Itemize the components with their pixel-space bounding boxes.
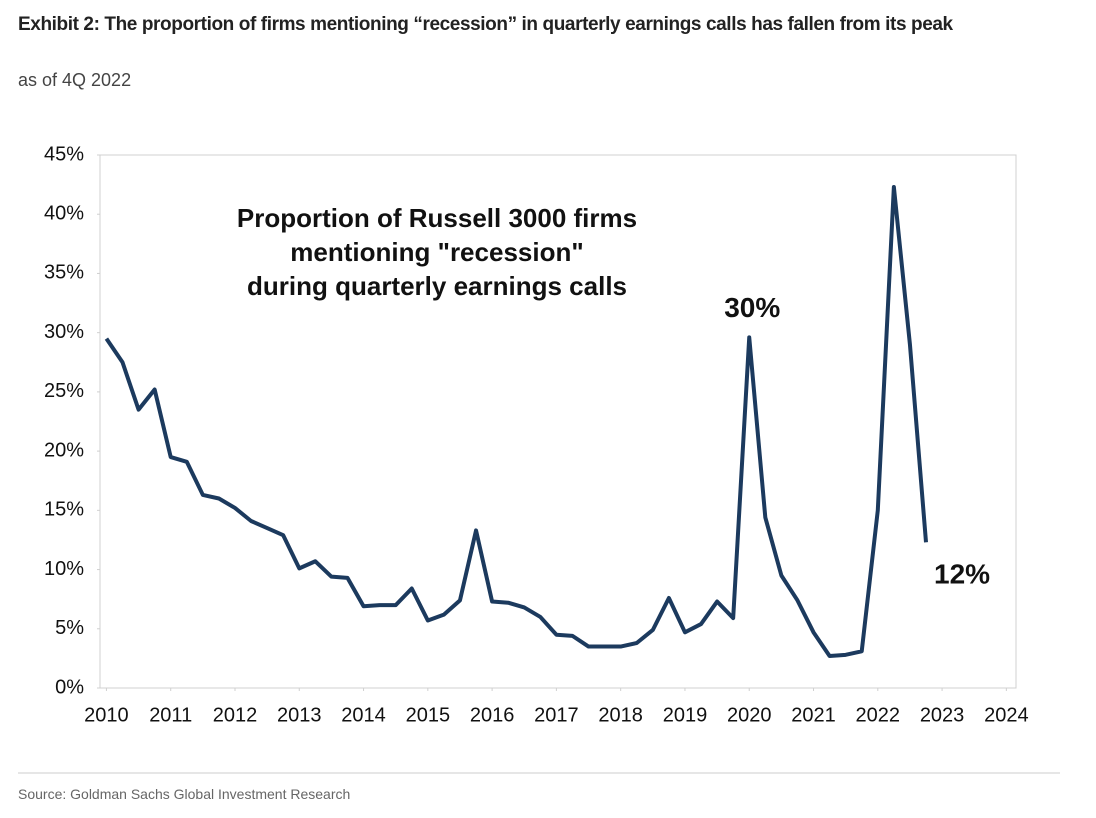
x-tick-label: 2011	[149, 704, 192, 726]
x-tick-label: 2023	[920, 704, 965, 726]
x-tick-label: 2012	[213, 704, 258, 726]
source-note: Source: Goldman Sachs Global Investment …	[18, 786, 351, 802]
x-tick-label: 2017	[534, 704, 579, 726]
y-tick-label: 30%	[44, 321, 84, 343]
chart: 0% 5% 10% 15% 20% 25% 30% 35% 40% 45% 2010 2011 2012…	[18, 143, 1060, 774]
y-tick-label: 35%	[44, 262, 84, 284]
x-tick-label: 2019	[663, 704, 708, 726]
annotation: Proportion of Russell 3000 firms	[237, 203, 637, 233]
y-tick-label: 0%	[55, 676, 84, 698]
plot-frame	[99, 154, 1017, 689]
y-tick-label: 20%	[44, 439, 84, 461]
x-tick-label: 2016	[470, 704, 515, 726]
y-tick-label: 45%	[44, 143, 84, 165]
x-tick-label: 2021	[791, 704, 836, 726]
x-tick-label: 2014	[341, 704, 386, 726]
x-tick-label: 2010	[84, 704, 129, 726]
x-tick-label: 2024	[984, 704, 1029, 726]
y-tick-label: 25%	[44, 380, 84, 402]
data-line	[104, 184, 929, 659]
x-tick-label: 2022	[856, 704, 901, 726]
x-tick-label: 2020	[727, 704, 772, 726]
annotation: mentioning "recession"	[290, 237, 583, 267]
y-tick-label: 5%	[55, 617, 84, 639]
y-tick-label: 40%	[44, 203, 84, 225]
value-label: 30%	[724, 292, 780, 323]
x-tick-label: 2015	[406, 704, 451, 726]
x-tick-label: 2018	[598, 704, 643, 726]
x-tick-label: 2013	[277, 704, 322, 726]
chart-subtitle: as of 4Q 2022	[18, 70, 132, 90]
y-tick-label: 15%	[44, 499, 84, 521]
value-label: 12%	[934, 559, 990, 590]
chart-title: Exhibit 2: The proportion of firms menti…	[18, 14, 953, 35]
annotation: during quarterly earnings calls	[247, 271, 627, 301]
y-tick-label: 10%	[44, 558, 84, 580]
